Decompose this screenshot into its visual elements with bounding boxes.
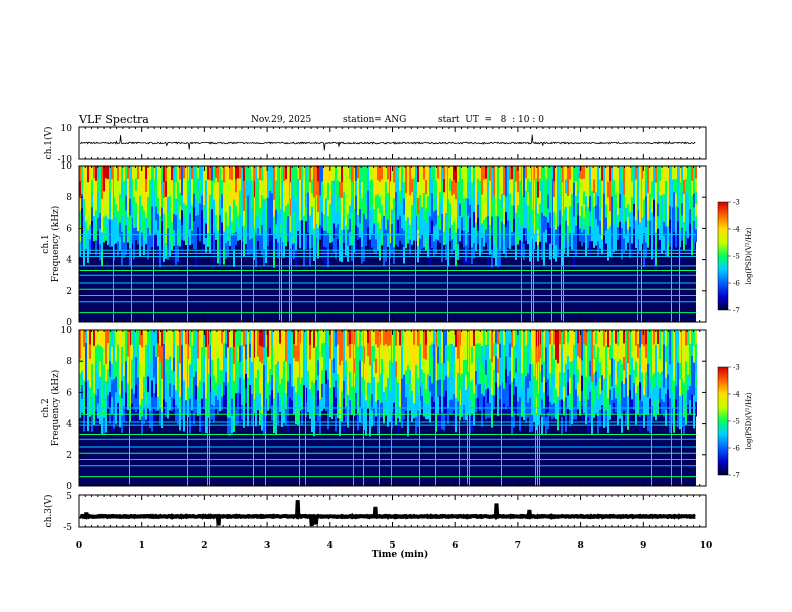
ch1-wave-tick-bottom: -10 xyxy=(58,155,73,165)
ch1-spectrogram-burst xyxy=(561,166,562,322)
ch3-waveform-line xyxy=(79,500,696,527)
ch2-spectrogram-cb-tick--6: -6 xyxy=(733,445,740,453)
ch1-spectrogram-ytick-0: 0 xyxy=(66,318,72,328)
ch2-spec-yticks: 0 2 4 6 8 10 xyxy=(61,326,706,492)
station-label: station= ANG xyxy=(343,115,407,125)
ch2-spec-ylabel: Frequency (kHz) xyxy=(50,370,61,447)
ch1-spectrogram-burst xyxy=(679,166,680,322)
ch2-spec-channel-label: ch.2 xyxy=(41,398,51,417)
ch2-spectrogram-ytick-2: 2 xyxy=(66,451,72,461)
x-tick-8: 8 xyxy=(577,541,583,551)
ch1-spectrogram-panel xyxy=(79,166,706,322)
ch2-spectrogram-cb-tick--5: -5 xyxy=(733,418,740,426)
ch1-spec-yticks: 0 2 4 6 8 10 xyxy=(61,162,706,328)
ch1-spectrogram-burst xyxy=(637,166,638,322)
x-tick-2: 2 xyxy=(201,541,207,551)
x-tick-4: 4 xyxy=(327,541,333,551)
ch1-spectrogram-cb-tick--4: -4 xyxy=(733,226,740,234)
ch1-spectrogram-burst xyxy=(131,166,132,322)
ch1-spectrogram-burst xyxy=(281,166,282,322)
ch2-colorbar-label: log(PSD)(V²/Hz) xyxy=(745,392,753,449)
ch1-colorbar xyxy=(717,201,729,311)
ch2-spectrogram-ytick-0: 0 xyxy=(66,482,72,492)
ch1-spectrogram-burst xyxy=(353,166,354,322)
ch1-spectrogram-ytick-2: 2 xyxy=(66,287,72,297)
ch2-spectrogram-ytick-6: 6 xyxy=(66,388,72,398)
ch1-spectrogram-burst xyxy=(253,166,254,322)
start-time-label: start UT = 8 : 10 : 0 xyxy=(438,115,544,125)
x-tick-0: 0 xyxy=(76,541,82,551)
ch1-spectrogram-burst xyxy=(415,166,416,322)
ch3-wave-tick-top: 5 xyxy=(66,492,72,502)
ch1-spec-channel-label: ch.1 xyxy=(41,234,51,253)
x-tick-labels: 0 1 2 3 4 5 6 7 8 9 10 xyxy=(76,541,712,551)
ch1-spectrogram-burst xyxy=(551,166,552,322)
ch1-spectrogram-burst xyxy=(241,166,242,322)
ch1-spectrogram-burst xyxy=(291,166,292,322)
ch1-spectrogram-burst xyxy=(447,166,448,322)
ch1-spectrogram-burst xyxy=(521,166,522,322)
ch2-spectrogram-cb-tick--4: -4 xyxy=(733,391,740,399)
ch1-spectrogram-burst xyxy=(153,166,154,322)
ch1-spectrogram-ytick-8: 8 xyxy=(66,193,72,203)
ch3-wave-ylabel: ch.3(V) xyxy=(43,495,54,528)
ch3-wave-tick-bottom: -5 xyxy=(63,523,72,533)
ch2-colorbar-ticks: -3 -4 -5 -6 -7 xyxy=(728,364,740,480)
ch1-wave-tick-top: 10 xyxy=(61,124,73,134)
ch1-spectrogram-ytick-6: 6 xyxy=(66,224,72,234)
ch2-spectrogram-ytick-10: 10 xyxy=(61,326,73,336)
ch1-colorbar-ticks: -3 -4 -5 -6 -7 xyxy=(728,199,740,315)
ch1-spectrogram-ytick-10: 10 xyxy=(61,162,73,172)
ch2-spectrogram-ytick-8: 8 xyxy=(66,357,72,367)
ch1-spectrogram-burst xyxy=(533,166,534,322)
chart-title: VLF Spectra xyxy=(79,113,149,126)
ch3-waveform-trace xyxy=(79,500,696,527)
ch1-spectrogram-ytick-4: 4 xyxy=(66,256,72,266)
ch1-spectrogram-cb-tick--6: -6 xyxy=(733,280,740,288)
x-tick-10: 10 xyxy=(700,541,713,551)
date-label: Nov.29, 2025 xyxy=(251,115,312,125)
x-tick-3: 3 xyxy=(264,541,270,551)
ch1-spectrogram-burst xyxy=(187,166,188,322)
ch1-spectrogram-burst xyxy=(563,166,564,322)
ch1-spectrogram-burst xyxy=(389,166,390,322)
ch1-spec-ylabel: Frequency (kHz) xyxy=(50,206,61,283)
ch2-spectrogram-cb-tick--7: -7 xyxy=(733,472,740,480)
ch3-waveform-panel xyxy=(78,494,707,528)
axis-ticks xyxy=(78,127,707,527)
ch1-spectrogram-cb-tick--7: -7 xyxy=(733,307,740,315)
ch1-spectrogram-cb-tick--5: -5 xyxy=(733,253,740,261)
x-tick-7: 7 xyxy=(515,541,521,551)
ch2-spectrogram-cb-tick--3: -3 xyxy=(733,364,740,372)
ch2-spectrogram-panel xyxy=(79,330,706,486)
ch1-spectrogram-burst xyxy=(641,166,642,322)
ch2-colorbar xyxy=(717,366,729,476)
ch1-colorbar-label: log(PSD)(V²/Hz) xyxy=(745,227,753,284)
x-tick-5: 5 xyxy=(389,541,395,551)
ch1-spectrogram-burst xyxy=(531,166,532,322)
x-tick-1: 1 xyxy=(139,541,145,551)
ch1-spectrogram-burst xyxy=(279,166,280,322)
x-tick-6: 6 xyxy=(452,541,458,551)
x-axis-label: Time (min) xyxy=(372,549,429,560)
ch2-spectrogram-ytick-4: 4 xyxy=(66,420,72,430)
ch1-spectrogram-burst xyxy=(289,166,290,322)
ch1-wave-ylabel: ch.1(V) xyxy=(43,127,54,160)
ch1-spectrogram-burst xyxy=(671,166,672,322)
ch1-waveform-trace xyxy=(79,134,696,151)
ch1-waveform-line xyxy=(79,134,696,151)
ch1-spectrogram-burst xyxy=(113,166,114,322)
x-tick-9: 9 xyxy=(640,541,646,551)
ch1-spectrogram-cb-tick--3: -3 xyxy=(733,199,740,207)
ch1-spectrogram-burst xyxy=(315,166,316,322)
